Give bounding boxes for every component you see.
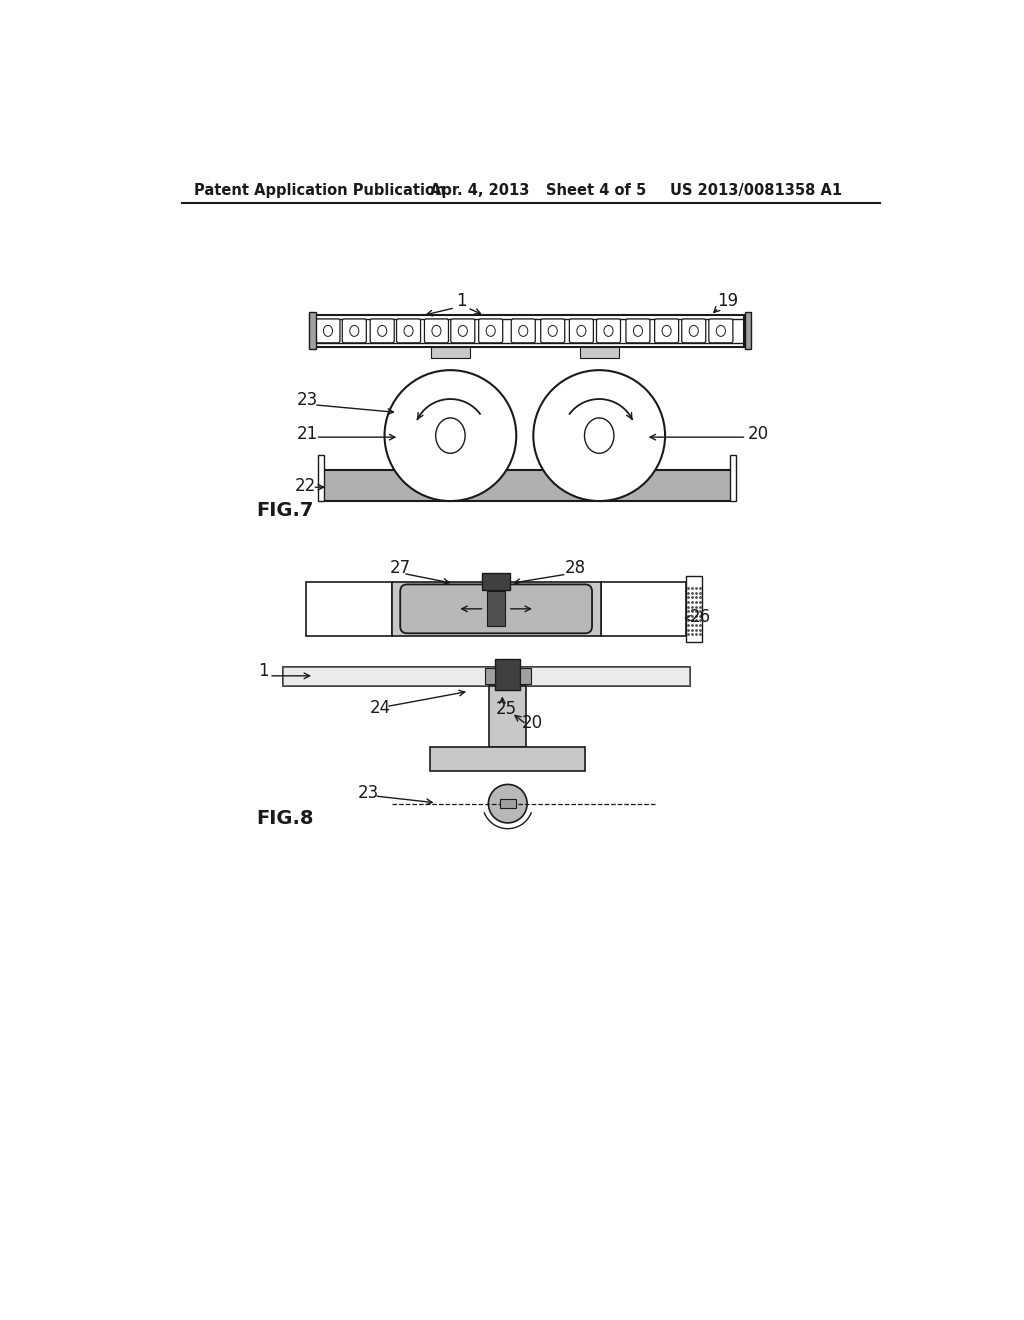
Ellipse shape: [459, 325, 467, 337]
Text: Sheet 4 of 5: Sheet 4 of 5: [547, 183, 647, 198]
Bar: [686, 576, 701, 642]
FancyBboxPatch shape: [396, 319, 421, 343]
Bar: [431, 347, 470, 358]
Text: 20: 20: [748, 425, 769, 444]
Text: 27: 27: [390, 558, 411, 577]
Ellipse shape: [486, 325, 496, 337]
Text: US 2013/0081358 A1: US 2013/0081358 A1: [671, 183, 843, 198]
Text: 25: 25: [496, 701, 517, 718]
FancyBboxPatch shape: [709, 319, 733, 343]
Circle shape: [534, 370, 665, 502]
Bar: [310, 314, 744, 347]
Ellipse shape: [585, 418, 614, 453]
Bar: [322, 470, 732, 502]
Bar: [744, 313, 751, 350]
Text: 19: 19: [717, 292, 738, 310]
Text: 1: 1: [456, 292, 467, 310]
Bar: [489, 686, 526, 747]
FancyBboxPatch shape: [682, 319, 706, 343]
Bar: [391, 582, 601, 636]
FancyBboxPatch shape: [654, 319, 679, 343]
Bar: [482, 573, 510, 590]
Text: 28: 28: [564, 558, 586, 577]
Text: 22: 22: [295, 477, 315, 495]
Bar: [601, 582, 686, 636]
Ellipse shape: [577, 325, 586, 337]
FancyBboxPatch shape: [371, 319, 394, 343]
Bar: [309, 313, 315, 350]
Circle shape: [385, 370, 516, 502]
Text: 23: 23: [357, 784, 379, 801]
Ellipse shape: [519, 325, 527, 337]
FancyBboxPatch shape: [511, 319, 536, 343]
Ellipse shape: [324, 325, 333, 337]
Bar: [484, 668, 496, 684]
FancyBboxPatch shape: [316, 319, 340, 343]
Text: 26: 26: [690, 609, 711, 626]
Bar: [283, 667, 690, 686]
Text: Patent Application Publication: Patent Application Publication: [194, 183, 445, 198]
Ellipse shape: [604, 325, 613, 337]
Bar: [486, 591, 506, 627]
Bar: [500, 799, 515, 808]
FancyBboxPatch shape: [424, 319, 449, 343]
Ellipse shape: [350, 325, 358, 337]
Text: 1: 1: [258, 661, 269, 680]
FancyBboxPatch shape: [451, 319, 475, 343]
Bar: [317, 455, 324, 502]
FancyBboxPatch shape: [478, 319, 503, 343]
Ellipse shape: [378, 325, 387, 337]
Bar: [730, 455, 736, 502]
Text: 21: 21: [297, 425, 318, 444]
FancyBboxPatch shape: [400, 585, 592, 634]
Ellipse shape: [548, 325, 557, 337]
Bar: [306, 582, 391, 636]
Text: 20: 20: [521, 714, 543, 733]
Text: FIG.7: FIG.7: [256, 502, 313, 520]
Text: FIG.8: FIG.8: [256, 809, 313, 829]
FancyBboxPatch shape: [626, 319, 650, 343]
Text: 24: 24: [370, 698, 391, 717]
FancyBboxPatch shape: [541, 319, 564, 343]
Bar: [496, 659, 520, 689]
Ellipse shape: [717, 325, 725, 337]
Bar: [520, 668, 531, 684]
Ellipse shape: [634, 325, 642, 337]
Bar: [283, 667, 690, 686]
FancyBboxPatch shape: [569, 319, 593, 343]
Ellipse shape: [663, 325, 671, 337]
Ellipse shape: [689, 325, 698, 337]
Ellipse shape: [432, 325, 441, 337]
Bar: [580, 347, 618, 358]
Text: 23: 23: [297, 391, 318, 409]
Bar: [430, 747, 586, 771]
FancyBboxPatch shape: [342, 319, 367, 343]
Text: Apr. 4, 2013: Apr. 4, 2013: [430, 183, 529, 198]
Ellipse shape: [435, 418, 465, 453]
Ellipse shape: [404, 325, 413, 337]
FancyBboxPatch shape: [597, 319, 621, 343]
Circle shape: [488, 784, 527, 822]
